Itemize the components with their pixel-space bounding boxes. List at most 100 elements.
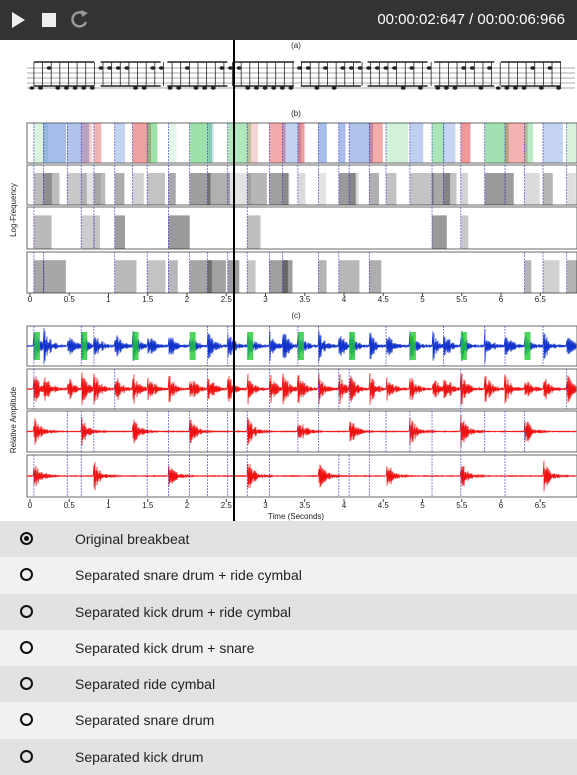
energy xyxy=(369,173,379,205)
tick-label: 1.5 xyxy=(142,295,154,304)
waveform xyxy=(26,372,577,406)
tick-label: 0 xyxy=(28,295,33,304)
note xyxy=(452,86,458,90)
option-row[interactable]: Separated ride cymbal xyxy=(0,666,577,703)
note xyxy=(38,86,44,90)
waveform-green xyxy=(189,332,196,360)
energy xyxy=(269,173,289,205)
tick-label: 2.5 xyxy=(221,295,233,304)
tick-label: 1 xyxy=(106,295,111,304)
tick-label: 4.5 xyxy=(378,295,390,304)
radio-button[interactable] xyxy=(20,604,33,618)
note xyxy=(29,86,35,90)
option-row[interactable]: Separated snare drum + ride cymbal xyxy=(0,557,577,594)
note xyxy=(461,66,467,70)
energy xyxy=(247,215,261,249)
note xyxy=(348,66,354,70)
tick-label: 6 xyxy=(499,295,504,304)
option-label: Separated kick drum + snare xyxy=(75,639,255,656)
radio-button[interactable] xyxy=(20,640,33,654)
note xyxy=(158,66,164,70)
note xyxy=(521,86,527,90)
option-row[interactable]: Separated kick drum + ride cymbal xyxy=(0,593,577,630)
note xyxy=(426,66,432,70)
energy xyxy=(543,173,553,205)
option-list: Original breakbeat Separated snare drum +… xyxy=(0,521,577,775)
energy xyxy=(484,173,506,205)
note xyxy=(305,66,311,70)
energy xyxy=(114,173,125,205)
figure: (a) (b) (c) 0 0.5 1 1.5 2 2.5 3 3.5 4 4.5 5 5.5 6 6.5 0 0.… xyxy=(9,40,577,521)
option-label: Separated snare drum xyxy=(75,712,215,729)
x-axis-label: Time (Seconds) xyxy=(268,512,325,521)
note xyxy=(331,86,337,90)
energy xyxy=(93,215,101,249)
option-row[interactable]: Separated kick drum + snare xyxy=(0,629,577,667)
note xyxy=(443,86,449,90)
tick-label: 2 xyxy=(185,295,190,304)
waveform-green xyxy=(247,332,254,360)
note xyxy=(262,86,268,90)
option-row[interactable]: Separated kick drum xyxy=(0,738,577,775)
spectrogram-panel xyxy=(26,251,577,294)
energy xyxy=(282,260,293,293)
energy xyxy=(297,123,305,163)
note xyxy=(512,86,518,90)
radio-button[interactable] xyxy=(20,568,33,582)
tick-label: 3.5 xyxy=(299,501,311,510)
energy xyxy=(67,173,87,205)
waveform-green xyxy=(132,332,139,360)
spectrogram xyxy=(33,123,577,163)
energy xyxy=(189,173,211,205)
stop-button[interactable] xyxy=(42,13,56,27)
note xyxy=(253,86,259,90)
option-row[interactable]: Original breakbeat xyxy=(0,521,577,558)
play-button[interactable] xyxy=(12,12,25,28)
radio-button[interactable] xyxy=(20,532,33,545)
energy xyxy=(443,123,456,163)
note xyxy=(72,86,78,90)
note xyxy=(323,66,329,70)
energy xyxy=(432,215,447,249)
note xyxy=(228,66,234,70)
waveform-green xyxy=(349,332,356,360)
tick-label: 1 xyxy=(106,501,111,510)
energy xyxy=(432,123,445,163)
waveform-green xyxy=(460,332,467,360)
energy xyxy=(386,173,397,205)
tick-label: 5 xyxy=(420,295,425,304)
note xyxy=(271,86,277,90)
energy xyxy=(33,260,45,293)
tick-label: 6.5 xyxy=(535,501,547,510)
note xyxy=(245,86,251,90)
option-label: Separated kick drum + ride cymbal xyxy=(75,603,291,620)
energy xyxy=(566,123,577,163)
tick-label: 4 xyxy=(342,501,347,510)
energy xyxy=(543,123,563,163)
radio-button[interactable] xyxy=(20,713,33,727)
option-row[interactable]: Separated snare drum xyxy=(0,702,577,739)
energy xyxy=(93,123,102,163)
spectrogram xyxy=(33,165,576,205)
note xyxy=(504,86,510,90)
reload-button[interactable] xyxy=(71,10,88,28)
energy xyxy=(189,260,212,293)
note xyxy=(297,66,303,70)
note xyxy=(150,66,156,70)
spectrogram-panel xyxy=(26,164,577,206)
radio-button[interactable] xyxy=(20,677,33,691)
waveform-green xyxy=(81,332,88,360)
tick-label: 6.5 xyxy=(535,295,547,304)
tick-label: 6 xyxy=(499,501,504,510)
energy xyxy=(504,173,514,205)
energy xyxy=(93,173,106,205)
panel-label: (c) xyxy=(291,311,301,320)
energy xyxy=(443,173,457,205)
energy xyxy=(484,123,509,163)
spectrogram xyxy=(33,207,469,249)
energy xyxy=(409,123,424,163)
radio-button[interactable] xyxy=(20,749,33,763)
note xyxy=(435,86,441,90)
energy xyxy=(147,123,158,163)
note xyxy=(547,66,553,70)
